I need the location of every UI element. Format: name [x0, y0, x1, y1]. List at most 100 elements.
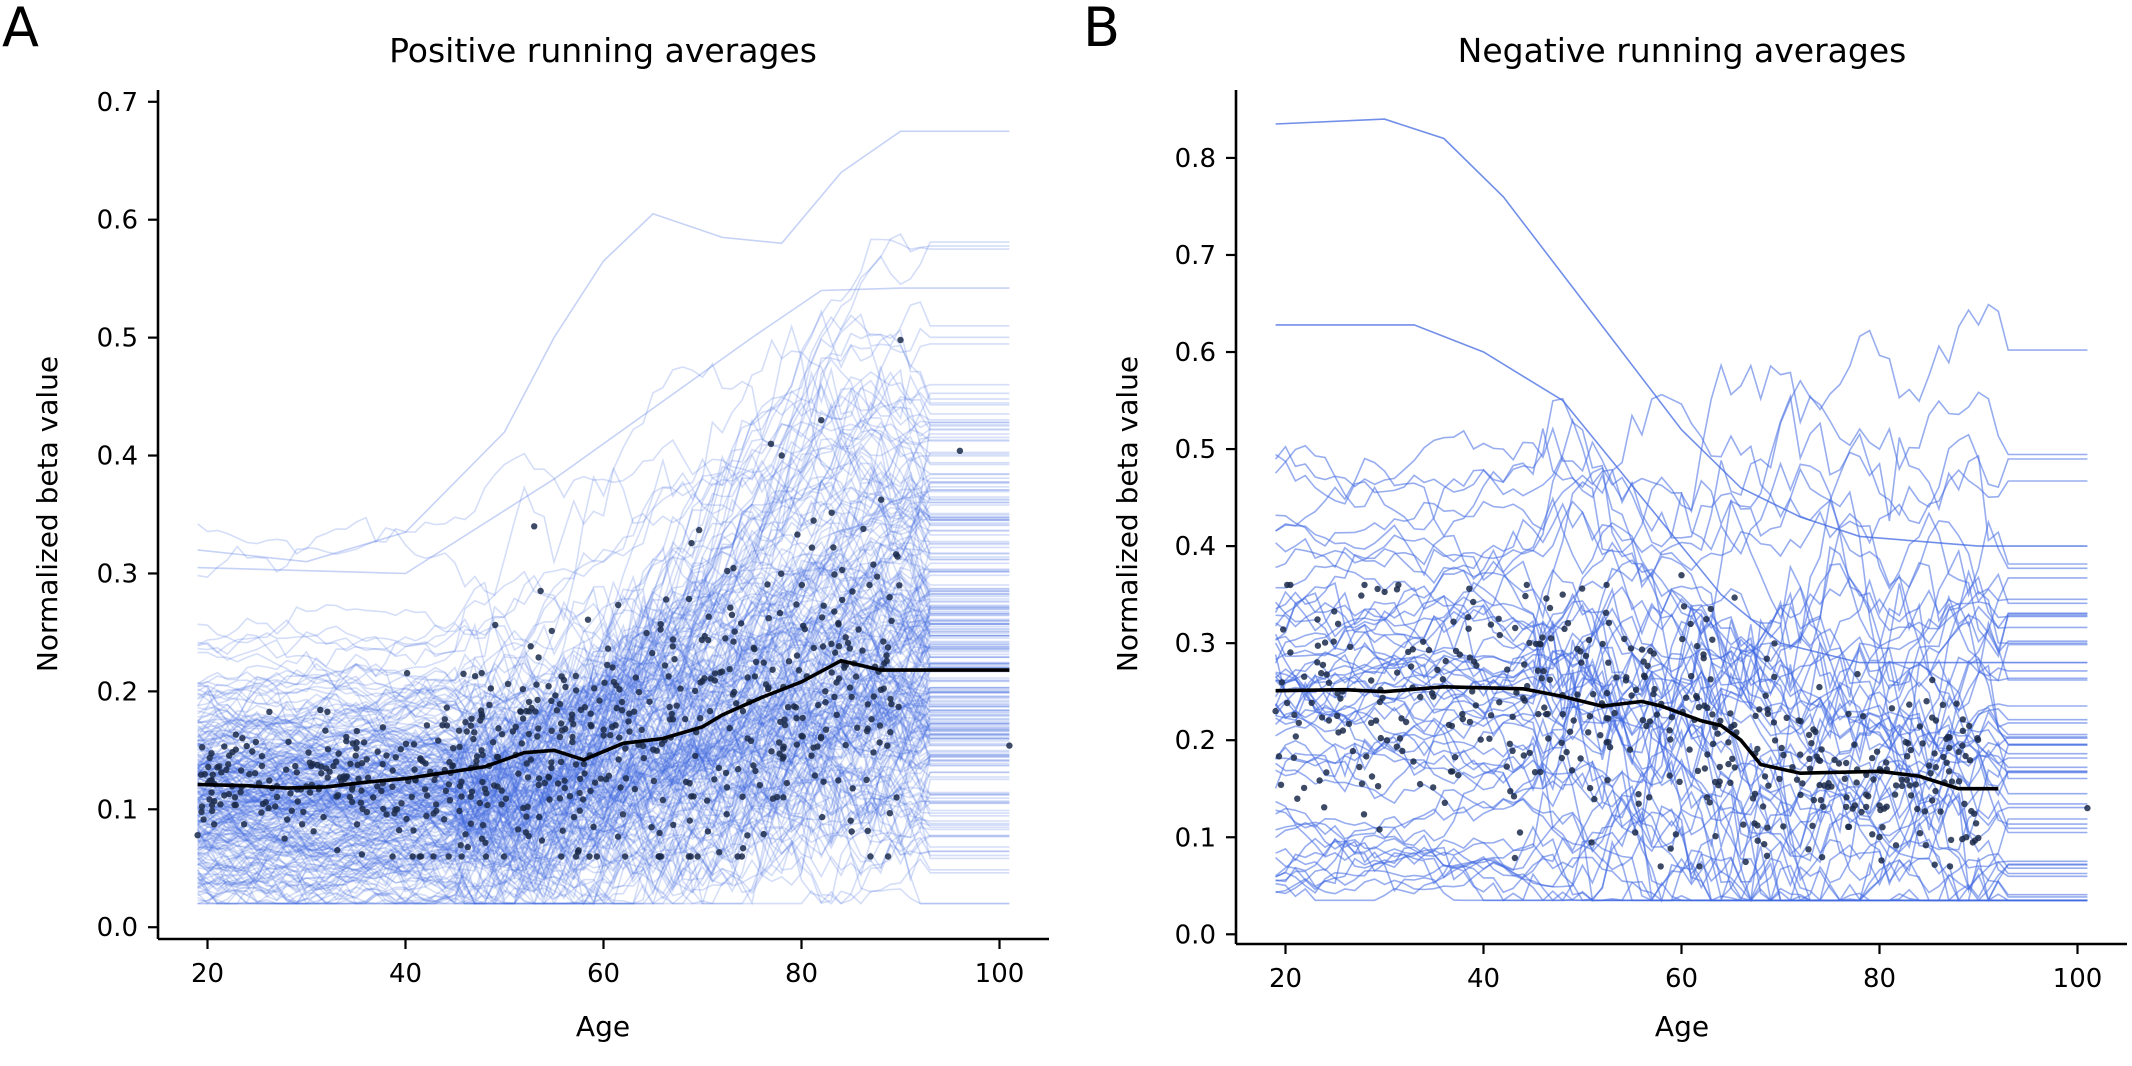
scatter-point-323	[1323, 671, 1330, 678]
scatter-point-347	[776, 609, 784, 617]
scatter-point-151	[489, 739, 497, 746]
scatter-point-454	[456, 782, 464, 790]
scatter-point-571	[458, 853, 465, 860]
scatter-point-439	[477, 717, 484, 724]
scatter-point-142	[1520, 695, 1527, 702]
scatter-point-407	[1972, 820, 1980, 827]
scatter-point-394	[1651, 685, 1658, 693]
scatter-point-377	[417, 756, 424, 763]
individual-line-67	[197, 755, 1010, 862]
scatter-point-214	[677, 685, 684, 692]
scatter-point-114	[1916, 830, 1924, 837]
individual-line-14	[1275, 790, 2088, 902]
scatter-point-344	[1770, 719, 1778, 726]
individual-line-174	[197, 562, 1010, 783]
scatter-point-24	[1727, 710, 1734, 717]
individual-line-224	[197, 754, 1010, 853]
individual-line-132	[197, 660, 1010, 852]
scatter-point-395	[1860, 713, 1867, 720]
scatter-point-72	[1793, 776, 1801, 783]
scatter-point-221	[1806, 755, 1813, 762]
scatter-point-416	[1509, 713, 1516, 720]
scatter-point-116	[831, 608, 838, 615]
scatter-point-225	[579, 796, 587, 803]
scatter-point-393	[1393, 743, 1401, 750]
individual-line-21	[197, 368, 1010, 802]
scatter-point-191	[1763, 655, 1771, 662]
scatter-point-220	[1647, 647, 1654, 655]
scatter-point-259	[379, 724, 387, 731]
scatter-point-93	[1680, 603, 1688, 610]
scatter-point-6	[867, 853, 874, 860]
scatter-point-42	[694, 853, 701, 860]
scatter-point-363	[649, 649, 656, 657]
individual-line-18	[197, 591, 1010, 723]
scatter-point-122	[518, 740, 526, 747]
scatter-point-53	[1568, 767, 1576, 774]
panel-b-x-axis-label: Age	[1655, 1010, 1709, 1043]
individual-line-88	[197, 710, 1010, 817]
scatter-point-388	[1704, 704, 1711, 711]
scatter-point-126	[604, 645, 612, 652]
y-tick-label-6: 0.6	[1175, 338, 1216, 368]
panel-a-y-ticks: 0.0 0.1 0.2 0.3 0.4 0.5 0.6 0.7	[97, 88, 158, 943]
individual-line-57	[1275, 724, 2088, 902]
scatter-point-384	[1472, 702, 1480, 709]
scatter-point-408	[833, 711, 840, 718]
scatter-point-374	[1526, 639, 1533, 647]
scatter-point-419	[305, 749, 312, 756]
scatter-point-609	[333, 758, 340, 765]
scatter-point-372	[1946, 734, 1953, 741]
scatter-point-315	[1795, 717, 1802, 724]
individual-line-48	[1275, 585, 2088, 756]
scatter-point-150	[556, 733, 564, 740]
scatter-point-615	[609, 723, 616, 730]
individual-line-227	[197, 562, 1010, 728]
scatter-point-208	[1679, 635, 1686, 643]
scatter-point-453	[734, 853, 741, 860]
scatter-point-125	[1425, 646, 1433, 654]
scatter-point-415	[1603, 739, 1610, 746]
scatter-point-356	[455, 727, 463, 734]
scatter-point-472	[822, 726, 830, 733]
scatter-point-455	[335, 750, 342, 757]
scatter-point-463	[358, 851, 366, 858]
scatter-point-197	[1696, 863, 1703, 870]
individual-line-163	[197, 593, 1010, 793]
scatter-point-586	[656, 829, 663, 837]
individual-line-167	[197, 472, 1010, 859]
scatter-point-582	[389, 783, 396, 790]
individual-line-138	[197, 233, 1010, 816]
scatter-point-193	[1727, 779, 1734, 786]
scatter-point-387	[206, 796, 213, 803]
scatter-point-337	[781, 716, 788, 723]
scatter-point-507	[214, 764, 221, 771]
scatter-point-188	[1430, 784, 1437, 791]
scatter-point-380	[1943, 759, 1950, 766]
scatter-point-167	[1870, 776, 1877, 783]
individual-line-235	[197, 759, 1010, 905]
scatter-point-183	[1709, 636, 1716, 643]
scatter-point-537	[610, 678, 617, 686]
scatter-point-358	[1818, 854, 1826, 861]
scatter-point-260	[1843, 794, 1850, 801]
scatter-point-257	[1541, 704, 1548, 711]
scatter-point-16	[780, 794, 787, 801]
panel-a-chart: A Positive running averages 20 40 60 80 100 …	[2, 0, 1049, 1043]
scatter-point-396	[258, 809, 265, 816]
scatter-point-236	[1925, 762, 1933, 769]
scatter-point-608	[792, 704, 800, 711]
scatter-point-1	[370, 794, 377, 801]
scatter-point-599	[231, 801, 238, 809]
scatter-point-542	[352, 752, 359, 759]
individual-line-62	[1275, 324, 2088, 664]
y-tick-label-5: 0.5	[1175, 435, 1216, 465]
scatter-point-31	[1626, 746, 1634, 753]
scatter-point-223	[814, 743, 821, 750]
scatter-point-294	[705, 613, 712, 620]
scatter-point-257	[618, 707, 626, 714]
scatter-point-168	[456, 743, 463, 750]
scatter-point-53	[423, 812, 430, 820]
scatter-point-336	[334, 847, 341, 854]
